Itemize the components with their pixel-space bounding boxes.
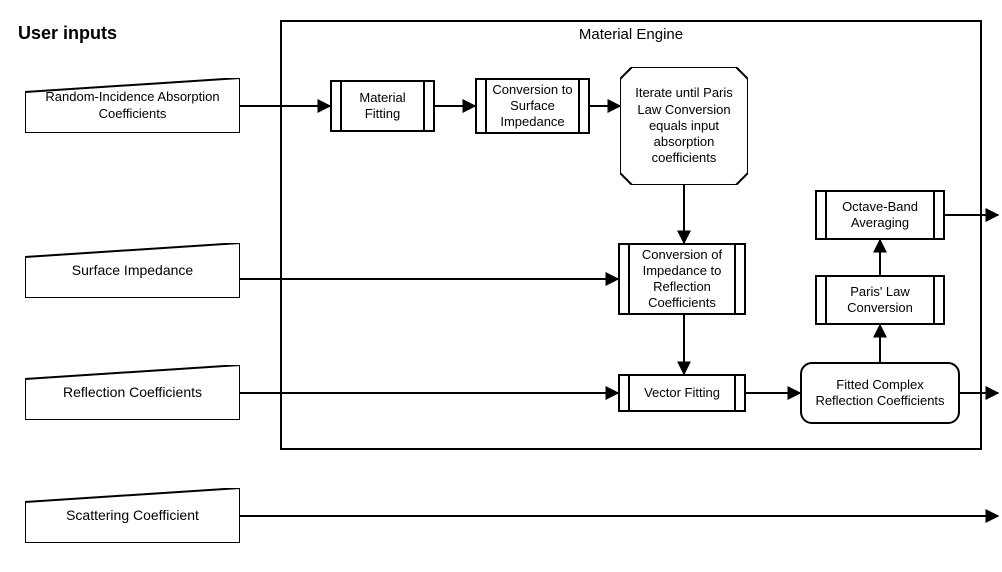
proc-iterate-paris-law: Iterate until Paris Law Conversion equal… bbox=[620, 67, 748, 185]
input-absorption-coefficients: Random-Incidence Absorption Coefficients bbox=[25, 78, 240, 133]
proc-conversion-impedance-to-reflection: Conversion of Impedance to Reflection Co… bbox=[618, 243, 746, 315]
proc-material-fitting: Material Fitting bbox=[330, 80, 435, 132]
input-label: Random-Incidence Absorption Coefficients bbox=[25, 85, 240, 126]
proc-label: Conversion to Surface Impedance bbox=[489, 82, 576, 131]
input-label: Reflection Coefficients bbox=[55, 380, 210, 406]
proc-paris-law-conversion: Paris' Law Conversion bbox=[815, 275, 945, 325]
proc-label: Paris' Law Conversion bbox=[829, 284, 931, 317]
input-scattering-coefficient: Scattering Coefficient bbox=[25, 488, 240, 543]
material-engine-title: Material Engine bbox=[579, 22, 683, 45]
proc-label: Octave-Band Averaging bbox=[829, 199, 931, 232]
proc-label: Conversion of Impedance to Reflection Co… bbox=[632, 247, 732, 312]
heading-label: User inputs bbox=[18, 22, 117, 45]
proc-label: Fitted Complex Reflection Coefficients bbox=[812, 377, 948, 410]
proc-conversion-to-surface-impedance: Conversion to Surface Impedance bbox=[475, 78, 590, 134]
proc-label: Vector Fitting bbox=[644, 385, 720, 401]
input-reflection-coefficients: Reflection Coefficients bbox=[25, 365, 240, 420]
input-surface-impedance: Surface Impedance bbox=[25, 243, 240, 298]
output-fitted-complex-reflection: Fitted Complex Reflection Coefficients bbox=[800, 362, 960, 424]
input-label: Scattering Coefficient bbox=[58, 503, 207, 529]
proc-octave-band-averaging: Octave-Band Averaging bbox=[815, 190, 945, 240]
proc-label: Iterate until Paris Law Conversion equal… bbox=[620, 79, 748, 172]
input-label: Surface Impedance bbox=[64, 258, 201, 284]
heading-user-inputs: User inputs bbox=[18, 22, 117, 45]
proc-vector-fitting: Vector Fitting bbox=[618, 374, 746, 412]
diagram-canvas: User inputs Material Engine Random-Incid… bbox=[0, 0, 1002, 572]
proc-label: Material Fitting bbox=[344, 90, 421, 123]
